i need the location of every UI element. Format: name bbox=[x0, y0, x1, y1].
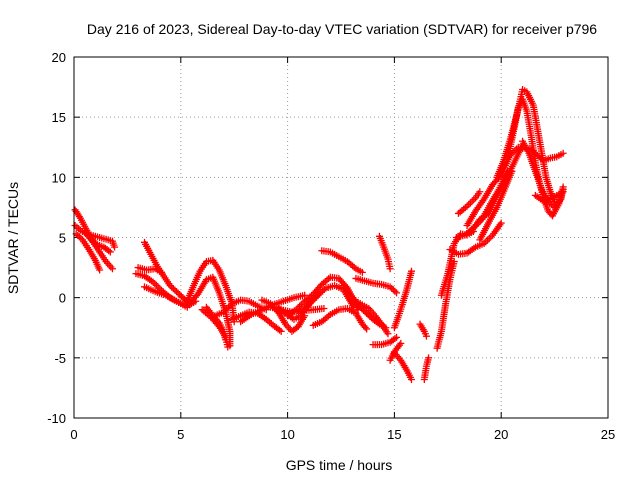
data-point bbox=[277, 327, 285, 335]
x-tick-label: 20 bbox=[494, 427, 508, 442]
data-point bbox=[363, 309, 371, 317]
data-point bbox=[75, 233, 83, 241]
data-point bbox=[171, 286, 179, 294]
x-tick-label: 0 bbox=[70, 427, 77, 442]
data-point bbox=[179, 294, 187, 302]
data-point bbox=[224, 343, 232, 351]
data-point bbox=[166, 282, 174, 290]
data-point bbox=[353, 300, 361, 308]
data-point bbox=[301, 291, 309, 299]
y-tick-label: -10 bbox=[47, 411, 66, 426]
data-point bbox=[397, 339, 405, 347]
data-point bbox=[468, 197, 476, 205]
data-point bbox=[108, 265, 116, 273]
data-point bbox=[351, 299, 359, 307]
data-point bbox=[361, 308, 369, 316]
data-point bbox=[316, 282, 324, 290]
y-axis-label: SDTVAR / TECUs bbox=[5, 182, 21, 294]
data-point bbox=[358, 268, 366, 276]
data-point bbox=[71, 221, 79, 229]
x-tick-label: 15 bbox=[387, 427, 401, 442]
y-tick-label: -5 bbox=[54, 351, 66, 366]
data-point bbox=[96, 266, 104, 274]
data-point bbox=[276, 326, 284, 334]
data-points bbox=[71, 85, 567, 383]
y-tick-label: 20 bbox=[52, 50, 66, 65]
data-point bbox=[169, 285, 177, 293]
data-point bbox=[363, 325, 371, 333]
chart-title: Day 216 of 2023, Sidereal Day-to-day VTE… bbox=[87, 21, 597, 37]
data-point bbox=[92, 240, 100, 248]
data-point bbox=[388, 284, 396, 292]
data-point bbox=[466, 199, 474, 207]
data-point bbox=[393, 333, 401, 341]
x-axis-label: GPS time / hours bbox=[286, 457, 393, 473]
y-tick-label: 5 bbox=[59, 231, 66, 246]
data-point bbox=[393, 289, 401, 297]
plot-frame bbox=[73, 56, 609, 419]
grid-lines bbox=[74, 57, 608, 418]
data-point bbox=[176, 291, 184, 299]
data-point bbox=[386, 265, 394, 273]
x-tick-label: 10 bbox=[280, 427, 294, 442]
data-point bbox=[407, 267, 415, 275]
data-point bbox=[382, 324, 390, 332]
data-point bbox=[168, 283, 176, 291]
data-point bbox=[391, 335, 399, 343]
data-point bbox=[177, 292, 185, 300]
x-tick-label: 25 bbox=[601, 427, 615, 442]
data-point bbox=[384, 330, 392, 338]
data-point bbox=[366, 312, 374, 320]
data-point bbox=[407, 375, 415, 383]
data-point bbox=[152, 281, 160, 289]
data-point bbox=[422, 332, 430, 340]
data-point bbox=[356, 303, 364, 311]
data-point bbox=[173, 288, 181, 296]
axis-ticks: 0 5 10 15 20 25 -10 -5 0 5 10 15 20 bbox=[47, 50, 615, 442]
data-point bbox=[559, 188, 567, 196]
data-point bbox=[158, 268, 166, 276]
data-point bbox=[391, 287, 399, 295]
data-point bbox=[450, 258, 458, 266]
data-point bbox=[386, 283, 394, 291]
data-point bbox=[74, 231, 82, 239]
data-point bbox=[359, 306, 367, 314]
data-point bbox=[361, 323, 369, 331]
data-point bbox=[389, 286, 397, 294]
data-point bbox=[364, 311, 372, 319]
data-point bbox=[497, 219, 505, 227]
data-point bbox=[174, 289, 182, 297]
data-point bbox=[374, 319, 382, 327]
data-point bbox=[559, 149, 567, 157]
data-point bbox=[304, 301, 312, 309]
data-point bbox=[358, 305, 366, 313]
data-point bbox=[508, 167, 516, 175]
y-tick-label: 15 bbox=[52, 110, 66, 125]
data-point bbox=[355, 302, 363, 310]
data-point bbox=[484, 236, 492, 244]
data-point bbox=[465, 201, 473, 209]
data-point bbox=[111, 243, 119, 251]
data-point bbox=[476, 188, 484, 196]
data-point bbox=[320, 304, 328, 312]
data-point bbox=[425, 354, 433, 362]
data-point bbox=[106, 248, 114, 256]
y-tick-label: 0 bbox=[59, 291, 66, 306]
y-tick-label: 10 bbox=[52, 170, 66, 185]
data-point bbox=[485, 234, 493, 242]
data-point bbox=[105, 247, 113, 255]
data-point bbox=[470, 195, 478, 203]
x-tick-label: 5 bbox=[177, 427, 184, 442]
data-point bbox=[350, 297, 358, 305]
